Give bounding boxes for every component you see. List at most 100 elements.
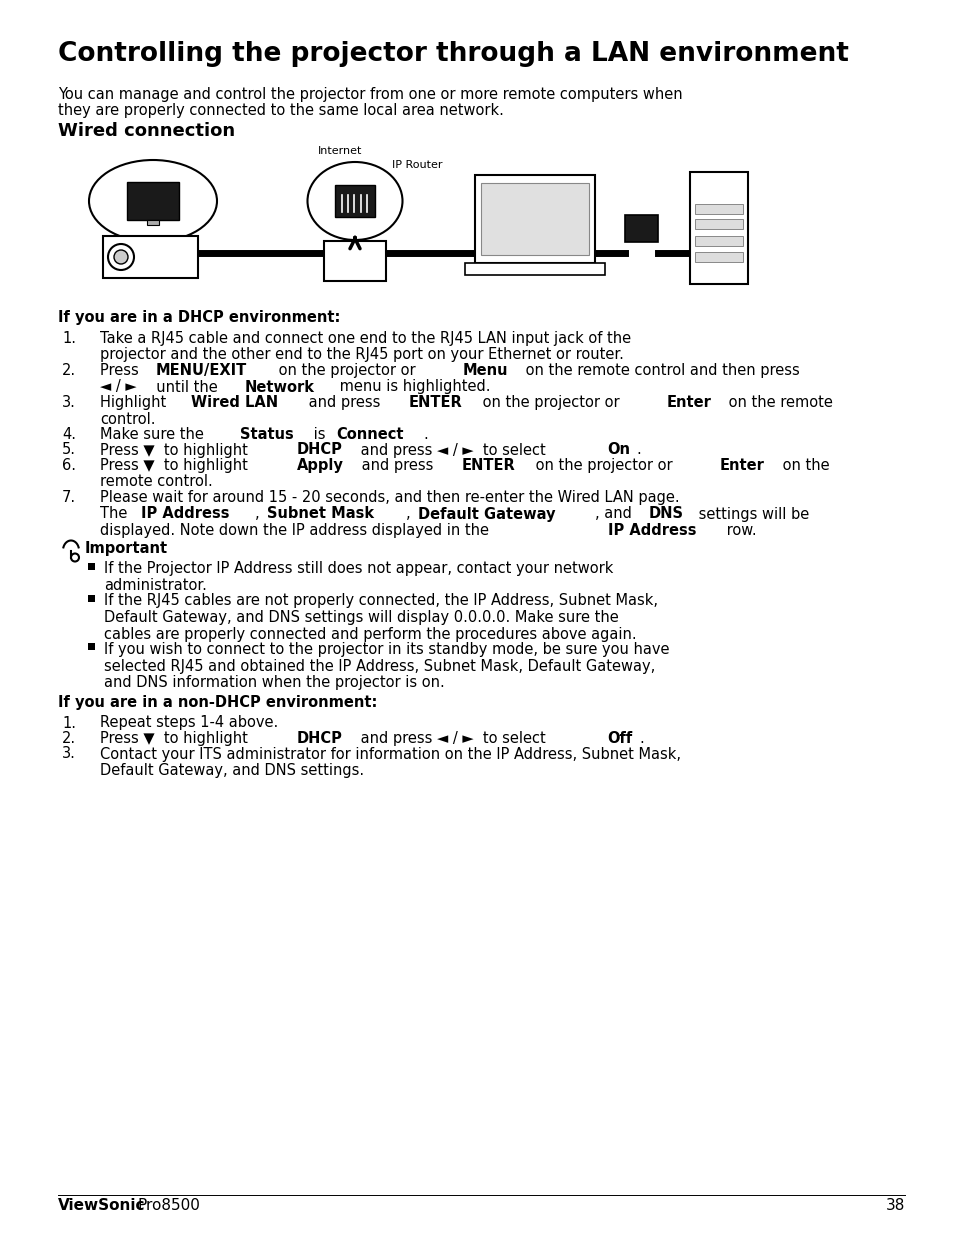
Text: Make sure the: Make sure the (100, 427, 209, 442)
Text: Wired connection: Wired connection (58, 122, 234, 140)
Text: 3.: 3. (62, 747, 76, 762)
Bar (324, 241, 386, 280)
Text: .: . (423, 427, 428, 442)
Text: Default Gateway: Default Gateway (417, 506, 555, 521)
Text: The: The (100, 506, 132, 521)
Bar (475, 175, 595, 263)
Text: on the remote control and then press: on the remote control and then press (520, 364, 799, 379)
Text: Highlight: Highlight (100, 395, 171, 410)
Text: and press: and press (356, 458, 437, 473)
Text: Contact your ITS administrator for information on the IP Address, Subnet Mask,: Contact your ITS administrator for infor… (100, 747, 680, 762)
Text: on the projector or: on the projector or (477, 395, 623, 410)
Text: MENU/EXIT: MENU/EXIT (155, 364, 247, 379)
Circle shape (113, 249, 128, 264)
Ellipse shape (307, 163, 402, 240)
Text: If you wish to connect to the projector in its standby mode, be sure you have: If you wish to connect to the projector … (104, 642, 669, 656)
Bar (689, 172, 747, 284)
Text: 2.: 2. (62, 364, 76, 379)
Text: and press ◄ / ►  to select: and press ◄ / ► to select (355, 443, 550, 458)
Text: .: . (639, 731, 643, 746)
Text: Default Gateway, and DNS settings.: Default Gateway, and DNS settings. (100, 763, 364, 778)
Text: Pro8500: Pro8500 (138, 1198, 201, 1212)
Text: 5.: 5. (62, 443, 76, 458)
Bar (88, 562, 95, 570)
Text: Wired LAN: Wired LAN (192, 395, 278, 410)
Text: .: . (636, 443, 640, 458)
Text: DHCP: DHCP (296, 731, 342, 746)
Text: IP Router: IP Router (392, 160, 442, 170)
Text: DHCP: DHCP (296, 443, 342, 458)
Text: 6.: 6. (62, 458, 76, 473)
Text: Press ▼  to highlight: Press ▼ to highlight (100, 731, 253, 746)
Text: cables are properly connected and perform the procedures above again.: cables are properly connected and perfor… (104, 627, 636, 642)
Bar (695, 218, 742, 230)
Circle shape (71, 553, 79, 561)
Text: ,: , (405, 506, 415, 521)
Text: control.: control. (100, 412, 155, 427)
Text: they are properly connected to the same local area network.: they are properly connected to the same … (58, 103, 503, 118)
Text: and press: and press (304, 395, 384, 410)
Text: on the: on the (777, 458, 828, 473)
Text: Press ▼  to highlight: Press ▼ to highlight (100, 458, 253, 473)
Text: Connect: Connect (336, 427, 404, 442)
Text: remote control.: remote control. (100, 474, 213, 489)
Text: on the remote: on the remote (723, 395, 832, 410)
Text: ViewSonic: ViewSonic (58, 1198, 146, 1212)
Ellipse shape (89, 160, 216, 242)
Text: 7.: 7. (62, 490, 76, 505)
Text: 38: 38 (884, 1198, 904, 1212)
Text: 1.: 1. (62, 331, 76, 346)
Text: Network: Network (244, 380, 314, 395)
Text: administrator.: administrator. (104, 578, 207, 593)
Bar (695, 252, 742, 262)
Text: , and: , and (595, 506, 636, 521)
Bar (147, 220, 159, 225)
Text: Controlling the projector through a LAN environment: Controlling the projector through a LAN … (58, 41, 848, 67)
Text: Enter: Enter (720, 458, 764, 473)
Text: If the RJ45 cables are not properly connected, the IP Address, Subnet Mask,: If the RJ45 cables are not properly conn… (104, 593, 658, 608)
Text: Press ▼  to highlight: Press ▼ to highlight (100, 443, 253, 458)
Text: row.: row. (721, 522, 756, 539)
Bar (88, 594, 95, 602)
Text: ,: , (255, 506, 264, 521)
Text: Subnet Mask: Subnet Mask (267, 506, 375, 521)
Bar (103, 236, 198, 278)
Text: On: On (606, 443, 629, 458)
Bar (127, 182, 179, 220)
Text: Repeat steps 1-4 above.: Repeat steps 1-4 above. (100, 716, 278, 731)
Text: If you are in a non-DHCP environment:: If you are in a non-DHCP environment: (58, 695, 377, 710)
Text: ◄ / ►: ◄ / ► (100, 380, 136, 395)
Bar (695, 204, 742, 213)
Text: Default Gateway, and DNS settings will display 0.0.0.0. Make sure the: Default Gateway, and DNS settings will d… (104, 611, 618, 625)
Text: Please wait for around 15 - 20 seconds, and then re-enter the Wired LAN page.: Please wait for around 15 - 20 seconds, … (100, 490, 679, 505)
Text: selected RJ45 and obtained the IP Address, Subnet Mask, Default Gateway,: selected RJ45 and obtained the IP Addres… (104, 659, 655, 674)
Bar (464, 263, 604, 276)
Text: Important: Important (85, 541, 168, 556)
Text: on the projector or: on the projector or (274, 364, 419, 379)
Text: is: is (309, 427, 330, 442)
Text: 3.: 3. (62, 395, 76, 410)
Circle shape (108, 244, 133, 271)
Bar (480, 182, 588, 254)
Bar (335, 185, 375, 217)
Text: IP Address: IP Address (607, 522, 696, 539)
Bar (624, 215, 658, 242)
Text: Internet: Internet (317, 146, 362, 156)
Text: menu is highlighted.: menu is highlighted. (335, 380, 490, 395)
Text: displayed. Note down the IP address displayed in the: displayed. Note down the IP address disp… (100, 522, 493, 539)
Text: ENTER: ENTER (461, 458, 515, 473)
Text: DNS: DNS (648, 506, 683, 521)
Text: Press: Press (100, 364, 143, 379)
Text: and DNS information when the projector is on.: and DNS information when the projector i… (104, 675, 444, 690)
Text: If the Projector IP Address still does not appear, contact your network: If the Projector IP Address still does n… (104, 561, 613, 577)
Text: IP Address: IP Address (141, 506, 230, 521)
Text: If you are in a DHCP environment:: If you are in a DHCP environment: (58, 310, 340, 325)
Text: 2.: 2. (62, 731, 76, 746)
Text: Enter: Enter (666, 395, 711, 410)
Text: on the projector or: on the projector or (531, 458, 677, 473)
Text: 1.: 1. (62, 716, 76, 731)
Text: Off: Off (606, 731, 631, 746)
Bar (88, 643, 95, 650)
Text: and press ◄ / ►  to select: and press ◄ / ► to select (355, 731, 550, 746)
Text: projector and the other end to the RJ45 port on your Ethernet or router.: projector and the other end to the RJ45 … (100, 347, 623, 362)
